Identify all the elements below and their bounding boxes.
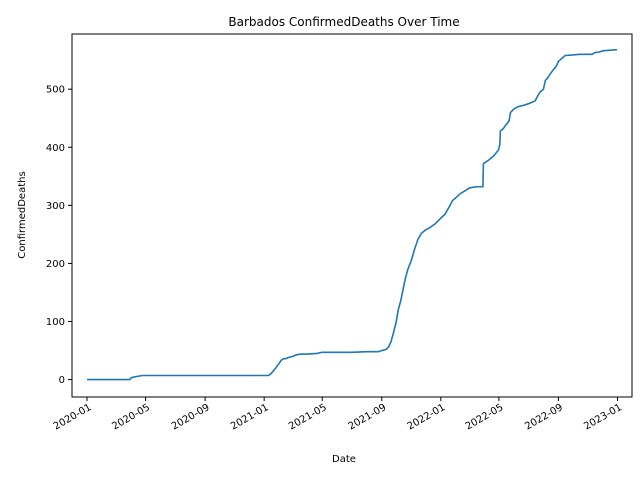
y-tick-label: 400 [46, 143, 65, 154]
x-axis-label: Date [332, 454, 356, 465]
y-tick-label: 200 [46, 259, 65, 270]
series-line [87, 48, 618, 381]
y-tick-label: 300 [46, 201, 65, 212]
plot-area [87, 48, 618, 381]
axes-frame [71, 33, 633, 398]
y-tick-label: 500 [46, 85, 65, 96]
y-tick-label: 0 [59, 375, 65, 386]
y-tick-label: 100 [46, 317, 65, 328]
chart-title: Barbados ConfirmedDeaths Over Time [228, 15, 459, 29]
y-axis-label: ConfirmedDeaths [17, 171, 28, 258]
